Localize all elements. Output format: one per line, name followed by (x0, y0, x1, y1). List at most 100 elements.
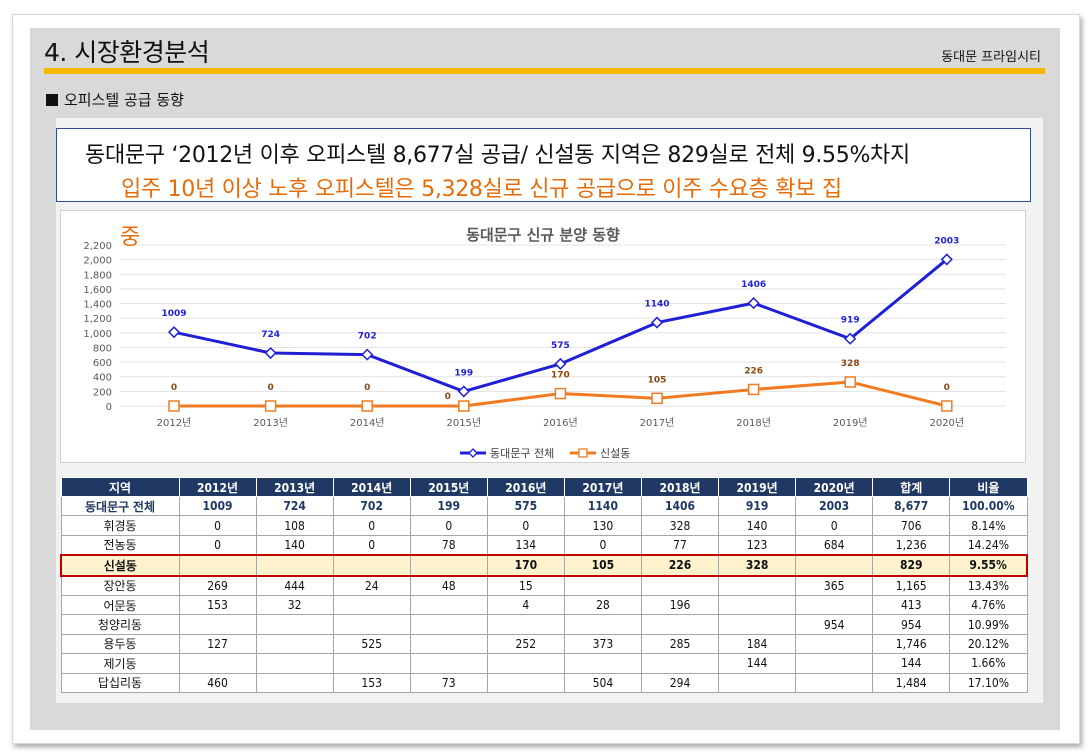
table-cell: 77 (640, 534, 720, 556)
table-cell: 13.43% (949, 575, 1028, 596)
y-tick-label: 1,400 (83, 300, 112, 311)
region-cell: 휘경동 (60, 515, 180, 536)
table-cell: 8.14% (949, 515, 1028, 536)
x-tick-label: 2019년 (833, 417, 868, 429)
headline-line-1: 동대문구 ‘2012년 이후 오피스텔 8,677실 공급/ 신설동 지역은 8… (85, 143, 910, 168)
data-label: 0 (364, 383, 370, 393)
table-cell: 226 (640, 554, 720, 577)
column-header: 2015년 (409, 477, 488, 497)
table-cell: 0 (795, 515, 874, 536)
y-tick-label: 1,000 (83, 329, 112, 340)
data-point-diamond (361, 348, 374, 361)
data-label: 575 (551, 341, 570, 351)
column-header: 지역 (60, 477, 180, 497)
table-cell (178, 653, 257, 674)
data-point-square (747, 383, 760, 396)
table-cell (332, 594, 411, 616)
data-label: 2003 (934, 236, 959, 246)
table-row: 장안동 269 444 24 48 15 365 1,165 13.43% (60, 575, 1028, 596)
table-cell (795, 672, 874, 693)
table-cell: 100.00% (949, 495, 1028, 517)
table-cell: 684 (795, 534, 874, 556)
table-cell: 702 (332, 495, 411, 517)
column-header: 2013년 (255, 477, 334, 497)
data-point-diamond (650, 316, 664, 329)
region-cell: 제기동 (60, 653, 180, 674)
y-tick-label: 600 (93, 358, 112, 369)
table-cell: 328 (640, 515, 720, 536)
legend-label-2: 신설동 (600, 447, 630, 460)
region-cell: 청양리동 (60, 614, 180, 635)
table-cell (409, 554, 488, 577)
x-tick-label: 2017년 (640, 417, 675, 429)
table-cell: 28 (563, 594, 642, 616)
column-header: 2018년 (640, 477, 720, 497)
data-label: 724 (261, 330, 280, 340)
y-tick-label: 400 (93, 373, 112, 384)
y-tick-label: 0 (106, 402, 112, 413)
table-cell: 575 (486, 495, 565, 517)
table-cell (718, 614, 797, 635)
table-row: 용두동 127 525 252 373 285 184 1,746 20.12% (60, 633, 1028, 655)
table-cell: 919 (718, 495, 797, 517)
table-cell (795, 633, 874, 655)
table-row: 답십리동 460 153 73 504 294 1,484 17.10% (60, 672, 1028, 693)
table-cell: 108 (255, 515, 334, 536)
table-cell (409, 614, 488, 635)
table-row: 어문동 153 32 4 28 196 413 4.76% (60, 594, 1028, 616)
table-cell (718, 575, 797, 596)
table-cell: 954 (795, 614, 874, 635)
table-cell: 9.55% (949, 554, 1029, 577)
table-row: 전농동 0 140 0 78 134 0 77 123 684 1,236 14.24% (60, 534, 1028, 556)
column-header: 2017년 (563, 477, 642, 497)
table-cell: 0 (563, 534, 642, 556)
table-cell: 373 (563, 633, 642, 655)
table-cell (409, 594, 488, 616)
brand-name: 동대문 프라임시티 (941, 50, 1041, 65)
table-cell: 285 (640, 633, 720, 655)
table-cell: 8,677 (872, 495, 951, 517)
column-header: 2019년 (718, 477, 797, 497)
table-cell: 48 (409, 575, 488, 596)
data-point-diamond (264, 346, 277, 360)
table-cell: 294 (640, 672, 720, 693)
table-cell (332, 614, 411, 635)
data-point-diamond (554, 357, 567, 370)
legend-label-1: 동대문구 전체 (490, 447, 554, 460)
table-cell: 444 (255, 575, 334, 596)
table-cell (640, 575, 720, 596)
table-cell: 130 (563, 515, 642, 536)
table-cell: 413 (872, 594, 951, 616)
table-cell: 140 (718, 515, 797, 536)
y-tick-label: 1,800 (83, 270, 112, 281)
x-tick-label: 2013년 (253, 417, 288, 429)
data-label: 0 (944, 383, 950, 393)
data-point-square (168, 400, 180, 412)
table-cell: 724 (255, 495, 334, 517)
data-label: 0 (171, 383, 177, 393)
table-cell: 15 (486, 575, 565, 596)
table-cell (795, 594, 874, 616)
data-point-diamond (940, 253, 953, 266)
page-title: 4. 시장환경분석 (44, 38, 210, 67)
table-cell: 4.76% (949, 594, 1028, 616)
table-cell: 328 (718, 554, 797, 577)
data-point-square (554, 387, 567, 400)
table-cell: 153 (178, 594, 257, 616)
table-cell: 184 (718, 633, 797, 655)
table-cell: 0 (178, 515, 257, 536)
chart-title: 동대문구 신규 분양 동향 (466, 226, 620, 244)
table-cell (255, 554, 334, 577)
y-tick-label: 1,200 (83, 314, 112, 325)
column-header: 비율 (949, 477, 1028, 497)
table-cell: 123 (718, 534, 797, 556)
table-cell: 32 (255, 594, 334, 616)
square-bullet-icon (46, 94, 58, 106)
region-cell: 동대문구 전체 (60, 495, 180, 517)
legend-square-icon (578, 448, 588, 458)
table-cell: 252 (486, 633, 565, 655)
table-cell: 153 (332, 672, 411, 693)
table-cell: 2003 (795, 495, 874, 517)
data-label: 0 (445, 392, 451, 402)
data-label: 328 (841, 359, 860, 369)
